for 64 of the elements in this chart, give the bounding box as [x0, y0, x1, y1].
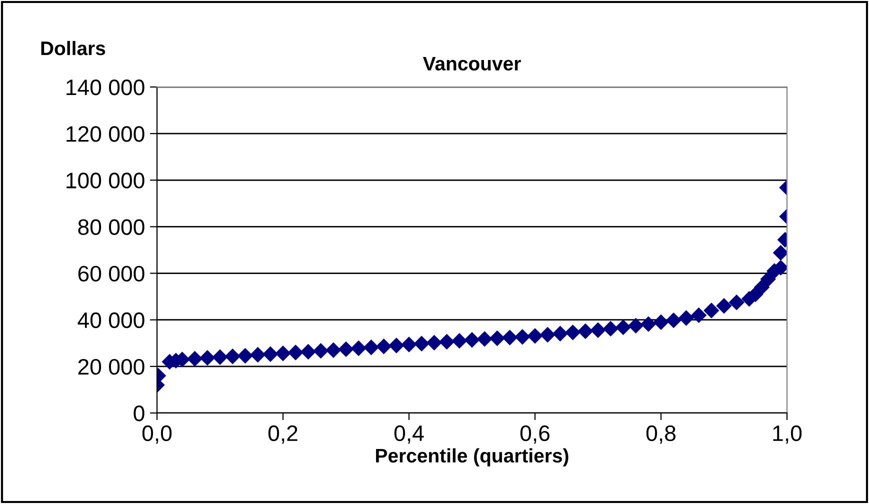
point — [564, 324, 581, 340]
point — [438, 334, 455, 350]
point — [363, 339, 380, 356]
point — [678, 310, 694, 326]
x-tick-label: 0,6 — [520, 425, 550, 444]
point — [552, 326, 568, 342]
point — [464, 332, 480, 348]
point — [186, 350, 203, 367]
x-tick-label: 0,8 — [646, 425, 676, 444]
point — [590, 322, 606, 338]
y-axis-title: Dollars — [41, 40, 106, 56]
point — [704, 302, 720, 318]
point — [514, 329, 530, 345]
point — [640, 316, 656, 332]
x-tick-label: 0,0 — [142, 425, 172, 444]
point — [300, 344, 316, 360]
y-tick-label: 80 000 — [78, 219, 144, 235]
point — [262, 346, 278, 362]
y-tick-label: 120 000 — [66, 126, 144, 142]
point — [326, 342, 342, 358]
point — [628, 318, 644, 334]
point — [401, 336, 417, 352]
point — [716, 298, 732, 314]
x-tick-label: 1,0 — [773, 425, 802, 444]
point — [615, 319, 632, 336]
chart-title: Vancouver — [422, 56, 521, 71]
point — [527, 328, 543, 344]
point — [312, 342, 329, 359]
point — [690, 307, 707, 324]
point — [760, 271, 776, 287]
point — [275, 346, 291, 362]
point — [489, 330, 506, 346]
y-tick-label: 0 — [134, 406, 144, 422]
point — [350, 340, 366, 356]
point — [212, 349, 228, 365]
y-tick-label: 20 000 — [78, 358, 144, 375]
point — [200, 350, 216, 366]
point — [754, 279, 770, 296]
x-tick-label: 0,4 — [394, 425, 424, 444]
x-axis-title: Percentile (quartiers) — [376, 448, 568, 466]
point — [666, 312, 682, 328]
point — [237, 348, 254, 364]
x-tick-label: 0,2 — [268, 425, 298, 444]
y-tick-label: 40 000 — [78, 312, 144, 328]
y-tick-label: 100 000 — [66, 172, 144, 188]
point — [602, 320, 618, 337]
point — [224, 348, 240, 364]
point — [426, 334, 442, 351]
point — [728, 294, 744, 310]
point — [452, 332, 468, 349]
point — [653, 314, 669, 330]
y-tick-label: 140 000 — [66, 80, 144, 96]
point — [388, 338, 404, 354]
point — [250, 346, 266, 363]
point — [578, 323, 594, 340]
point — [502, 330, 518, 346]
point — [288, 344, 304, 360]
point — [338, 341, 354, 358]
point — [414, 336, 430, 352]
y-tick-label: 60 000 — [78, 266, 144, 282]
point — [540, 326, 556, 343]
point — [476, 331, 492, 347]
point — [376, 338, 392, 354]
point — [772, 244, 787, 261]
